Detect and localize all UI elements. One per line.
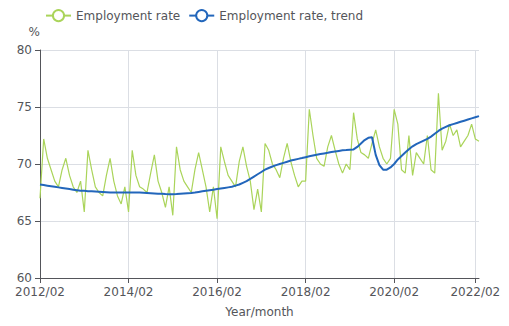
svg-text:60: 60 <box>17 271 32 285</box>
svg-text:Year/month: Year/month <box>224 305 293 319</box>
svg-text:%: % <box>29 25 40 39</box>
svg-text:2022/02: 2022/02 <box>450 285 500 299</box>
svg-text:2016/02: 2016/02 <box>192 285 242 299</box>
svg-text:70: 70 <box>17 157 32 171</box>
svg-text:75: 75 <box>17 100 32 114</box>
svg-text:2020/02: 2020/02 <box>369 285 419 299</box>
svg-text:Employment rate: Employment rate <box>76 9 180 23</box>
svg-text:2018/02: 2018/02 <box>281 285 331 299</box>
svg-text:2014/02: 2014/02 <box>104 285 154 299</box>
svg-text:Employment rate, trend: Employment rate, trend <box>219 9 363 23</box>
svg-text:80: 80 <box>17 43 32 57</box>
svg-text:2012/02: 2012/02 <box>15 285 65 299</box>
svg-text:65: 65 <box>17 214 32 228</box>
